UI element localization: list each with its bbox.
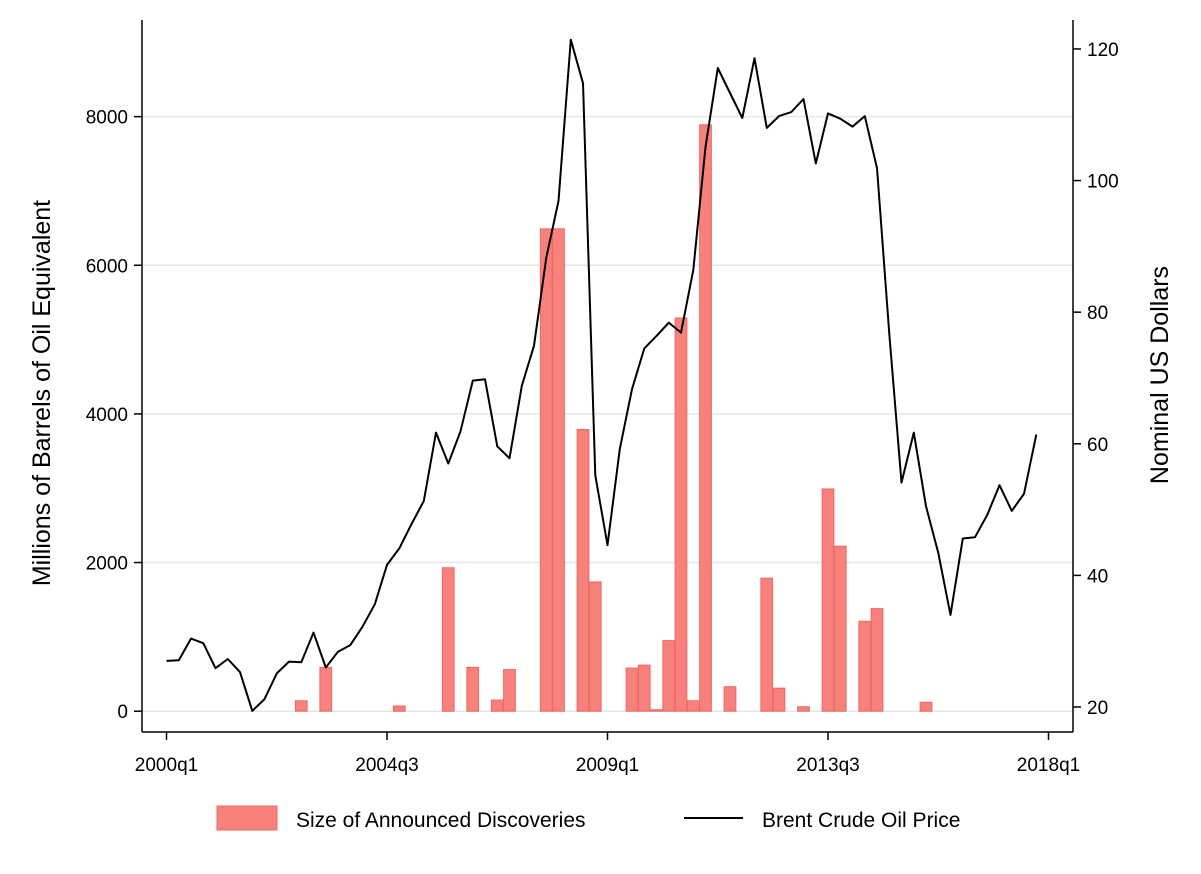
bar bbox=[662, 640, 676, 712]
bar bbox=[490, 699, 504, 712]
price-line bbox=[166, 38, 1038, 712]
axes: 0 2000 4000 6000 8000 20 40 60 80 100 120 2000q1 200… bbox=[28, 20, 1174, 776]
right-tick-label: 40 bbox=[1087, 566, 1108, 587]
bar bbox=[319, 666, 333, 712]
left-axis-title: Millions of Barrels of Oil Equivalent bbox=[28, 200, 56, 586]
legend-label-price: Brent Crude Oil Price bbox=[762, 809, 960, 832]
right-tick-label: 60 bbox=[1087, 435, 1108, 456]
bar bbox=[503, 669, 516, 712]
bar bbox=[870, 608, 884, 712]
bar bbox=[441, 567, 455, 712]
bar bbox=[858, 620, 872, 712]
bar bbox=[723, 686, 737, 712]
legend: Size of Announced Discoveries Brent Crude… bbox=[216, 805, 960, 832]
bar bbox=[650, 709, 663, 712]
x-tick-label: 2004q3 bbox=[355, 755, 418, 776]
bar bbox=[821, 488, 835, 712]
bar bbox=[294, 700, 308, 712]
x-tick-label: 2013q3 bbox=[796, 755, 859, 776]
bar bbox=[637, 664, 651, 712]
left-tick-label: 0 bbox=[117, 702, 128, 723]
bar bbox=[686, 700, 700, 712]
bar bbox=[772, 687, 786, 712]
bar bbox=[539, 228, 553, 712]
legend-swatch-discoveries bbox=[216, 805, 278, 831]
x-tick-label: 2018q1 bbox=[1017, 755, 1080, 776]
bar bbox=[674, 317, 688, 712]
bar bbox=[833, 545, 847, 712]
bar bbox=[919, 701, 933, 712]
right-axis-title: Nominal US Dollars bbox=[1146, 266, 1174, 484]
bar bbox=[552, 228, 565, 712]
bar bbox=[699, 124, 712, 712]
price-line-group bbox=[166, 38, 1038, 712]
discovery-bars bbox=[294, 124, 933, 712]
bar bbox=[760, 577, 774, 712]
right-tick-label: 80 bbox=[1087, 303, 1108, 324]
right-tick-label: 120 bbox=[1087, 40, 1119, 61]
x-tick-label: 2000q1 bbox=[135, 755, 198, 776]
left-tick-label: 4000 bbox=[86, 405, 128, 426]
bar bbox=[466, 666, 480, 712]
bar bbox=[625, 667, 639, 712]
left-tick-label: 8000 bbox=[86, 108, 128, 129]
legend-label-discoveries: Size of Announced Discoveries bbox=[296, 809, 586, 832]
bar bbox=[588, 581, 602, 712]
x-tick-label: 2009q1 bbox=[576, 755, 639, 776]
left-tick-label: 6000 bbox=[86, 256, 128, 277]
left-tick-label: 2000 bbox=[86, 554, 128, 575]
bar bbox=[576, 429, 590, 712]
right-tick-label: 20 bbox=[1087, 698, 1108, 719]
bar bbox=[392, 705, 406, 712]
gridlines bbox=[142, 115, 1073, 712]
right-tick-label: 100 bbox=[1087, 172, 1119, 193]
bar bbox=[797, 706, 810, 712]
